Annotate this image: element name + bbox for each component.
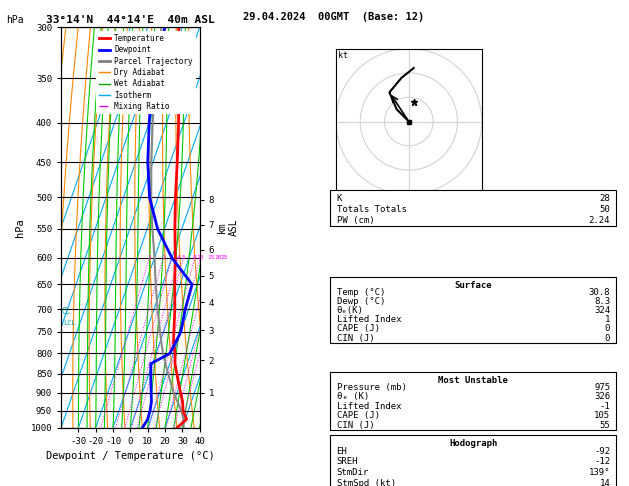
Text: 8.3: 8.3	[594, 297, 610, 306]
Text: 8: 8	[193, 255, 197, 260]
Bar	[330, 435, 616, 486]
Bar	[330, 372, 616, 430]
Text: 2: 2	[162, 255, 165, 260]
Text: -92: -92	[594, 447, 610, 455]
Text: 0: 0	[604, 333, 610, 343]
Text: 1: 1	[604, 315, 610, 324]
Text: -12: -12	[594, 457, 610, 466]
Text: 5: 5	[182, 255, 186, 260]
Text: Hodograph: Hodograph	[449, 439, 498, 448]
Legend: Temperature, Dewpoint, Parcel Trajectory, Dry Adiabat, Wet Adiabat, Isotherm, Mi: Temperature, Dewpoint, Parcel Trajectory…	[96, 31, 196, 114]
Text: © weatheronline.co.uk: © weatheronline.co.uk	[413, 471, 518, 480]
Bar	[330, 277, 616, 343]
Text: 15: 15	[207, 255, 214, 260]
Text: 4: 4	[177, 255, 181, 260]
Text: hPa: hPa	[6, 15, 24, 25]
Text: CL: CL	[62, 307, 71, 316]
Text: 20: 20	[214, 255, 222, 260]
Y-axis label: hPa: hPa	[15, 218, 25, 237]
Text: 25: 25	[221, 255, 228, 260]
X-axis label: Dewpoint / Temperature (°C): Dewpoint / Temperature (°C)	[46, 451, 214, 461]
Text: CAPE (J): CAPE (J)	[337, 324, 379, 333]
Text: Lifted Index: Lifted Index	[337, 315, 401, 324]
Text: 50: 50	[599, 205, 610, 214]
Text: Temp (°C): Temp (°C)	[337, 288, 385, 297]
Text: θₑ(K): θₑ(K)	[337, 306, 364, 315]
Text: CIN (J): CIN (J)	[337, 421, 374, 430]
Text: SREH: SREH	[337, 457, 358, 466]
Text: Dewp (°C): Dewp (°C)	[337, 297, 385, 306]
Text: 14: 14	[599, 479, 610, 486]
Text: 326: 326	[594, 392, 610, 401]
Text: LCL: LCL	[63, 320, 75, 326]
Y-axis label: km
ASL: km ASL	[217, 219, 238, 236]
Text: CAPE (J): CAPE (J)	[337, 411, 379, 420]
Text: Lifted Index: Lifted Index	[337, 402, 401, 411]
Text: 3: 3	[170, 255, 174, 260]
Text: StmSpd (kt): StmSpd (kt)	[337, 479, 396, 486]
Text: 324: 324	[594, 306, 610, 315]
Text: 1: 1	[147, 255, 151, 260]
Text: 0: 0	[604, 324, 610, 333]
Text: 975: 975	[594, 383, 610, 392]
Text: kt: kt	[338, 52, 348, 60]
Text: K: K	[337, 194, 342, 203]
Text: 105: 105	[594, 411, 610, 420]
Text: θₑ (K): θₑ (K)	[337, 392, 369, 401]
Bar	[330, 190, 616, 226]
Text: -1: -1	[599, 402, 610, 411]
Text: 2.24: 2.24	[589, 216, 610, 225]
Text: StmDir: StmDir	[337, 468, 369, 477]
Text: 10: 10	[196, 255, 204, 260]
Text: 139°: 139°	[589, 468, 610, 477]
Text: Most Unstable: Most Unstable	[438, 376, 508, 385]
Text: Pressure (mb): Pressure (mb)	[337, 383, 406, 392]
Text: Totals Totals: Totals Totals	[337, 205, 406, 214]
Text: 28: 28	[599, 194, 610, 203]
Title: 33°14'N  44°14'E  40m ASL: 33°14'N 44°14'E 40m ASL	[46, 15, 214, 25]
Text: 30.8: 30.8	[589, 288, 610, 297]
Text: Surface: Surface	[455, 281, 492, 290]
Text: 55: 55	[599, 421, 610, 430]
Text: PW (cm): PW (cm)	[337, 216, 374, 225]
Text: EH: EH	[337, 447, 347, 455]
Text: 29.04.2024  00GMT  (Base: 12): 29.04.2024 00GMT (Base: 12)	[243, 12, 424, 22]
Text: CIN (J): CIN (J)	[337, 333, 374, 343]
